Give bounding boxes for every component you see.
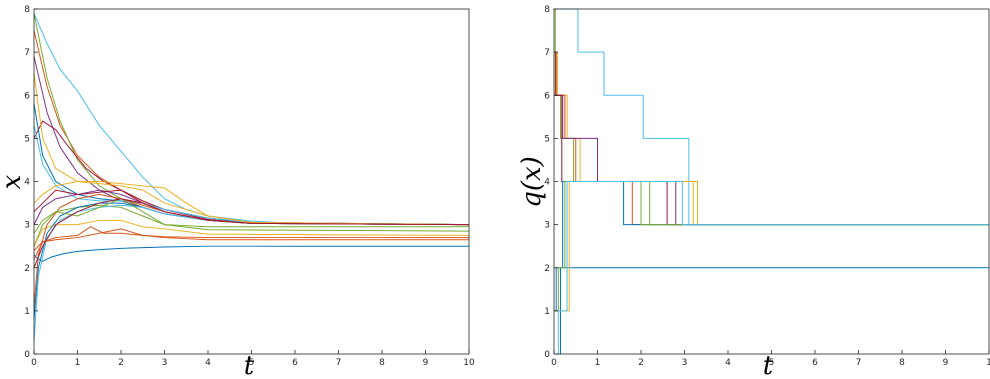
left-x-tick-label: 4 <box>205 358 211 368</box>
right-series-line-9 <box>554 181 989 312</box>
right-series-group <box>554 8 989 355</box>
right-series-line-10 <box>554 181 989 312</box>
right-x-ticks: 0 1 2 3 4 5 6 7 8 9 1 <box>551 350 990 368</box>
left-series-line-2 <box>33 13 470 226</box>
chart-left-x-vs-t: 0 1 2 3 4 5 6 7 8 9 10 0 1 2 3 4 5 6 7 8 t x <box>0 5 475 379</box>
left-series-line-19 <box>33 198 469 234</box>
left-series-line-7 <box>33 73 470 226</box>
right-x-tick-label: 8 <box>899 358 905 368</box>
left-x-tick-label: 2 <box>118 358 124 368</box>
right-series-line-2 <box>554 8 989 226</box>
left-y-tick-label: 6 <box>24 91 30 101</box>
left-x-tick-label: 8 <box>379 358 385 368</box>
right-y-tick-label: 0 <box>544 350 550 360</box>
left-x-axis-label: t <box>244 351 255 379</box>
right-x-tick-label: 0 <box>551 358 557 368</box>
right-series-line-11 <box>554 181 989 355</box>
left-series-line-16 <box>33 204 470 342</box>
left-x-tick-label: 5 <box>249 358 255 368</box>
right-x-axis-label: t <box>763 351 774 379</box>
right-series-line-8 <box>554 181 989 312</box>
right-y-tick-label: 2 <box>544 264 550 274</box>
right-series-line-1 <box>554 267 989 355</box>
left-x-tick-label: 10 <box>463 358 475 368</box>
right-y-axis-label: q(x) <box>517 156 547 208</box>
left-y-tick-label: 8 <box>24 5 30 15</box>
left-series-line-17 <box>33 193 470 307</box>
left-series-line-9 <box>33 125 470 226</box>
left-y-tick-label: 1 <box>24 307 30 317</box>
left-x-tick-label: 3 <box>162 358 168 368</box>
left-series-line-21 <box>33 226 469 251</box>
right-x-tick-label: 4 <box>725 358 731 368</box>
left-series-group <box>33 13 470 342</box>
left-series-line-3 <box>33 30 470 226</box>
right-y-tick-label: 7 <box>544 48 550 58</box>
right-y-tick-label: 1 <box>544 307 550 317</box>
right-x-tick-label: 1 <box>986 358 990 368</box>
right-x-tick-label: 2 <box>638 358 644 368</box>
right-x-tick-label: 3 <box>682 358 688 368</box>
right-y-tick-label: 4 <box>544 178 550 188</box>
right-series-line-7 <box>554 51 989 226</box>
left-y-tick-label: 3 <box>24 221 30 231</box>
right-x-tick-label: 5 <box>769 358 775 368</box>
left-y-axis-label: x <box>0 174 27 189</box>
left-y-ticks: 0 1 2 3 4 5 6 7 8 <box>24 5 38 360</box>
left-x-tick-label: 1 <box>75 358 81 368</box>
right-series-line-3 <box>554 51 989 226</box>
left-series-line-8 <box>33 103 470 226</box>
right-x-tick-label: 9 <box>943 358 949 368</box>
left-y-tick-label: 4 <box>24 178 30 188</box>
right-y-tick-label: 6 <box>544 91 550 101</box>
right-y-ticks: 0 1 2 3 4 5 6 7 8 <box>544 5 558 360</box>
left-y-tick-label: 7 <box>24 48 30 58</box>
left-series-line-1 <box>33 245 469 262</box>
left-x-tick-label: 0 <box>31 358 37 368</box>
left-x-tick-label: 6 <box>292 358 298 368</box>
left-series-line-5 <box>33 56 470 226</box>
right-series-line-4 <box>554 51 989 226</box>
right-y-tick-label: 3 <box>544 221 550 231</box>
left-y-tick-label: 5 <box>24 134 30 144</box>
right-y-tick-label: 8 <box>544 5 550 15</box>
left-series-line-14 <box>33 219 470 247</box>
left-series-line-6 <box>33 120 470 226</box>
right-y-tick-label: 5 <box>544 134 550 144</box>
left-series-line-18 <box>33 181 470 226</box>
left-series-line-4 <box>33 13 470 226</box>
left-x-tick-label: 7 <box>336 358 342 368</box>
left-series-line-20 <box>33 198 470 268</box>
left-y-tick-label: 2 <box>24 264 30 274</box>
left-y-tick-label: 0 <box>24 350 30 360</box>
right-x-tick-label: 1 <box>595 358 601 368</box>
right-x-tick-label: 7 <box>856 358 862 368</box>
left-x-tick-label: 9 <box>423 358 429 368</box>
right-x-tick-label: 6 <box>812 358 818 368</box>
right-series-line-5 <box>554 8 989 226</box>
chart-right-q-vs-t: 0 1 2 3 4 5 6 7 8 9 1 0 1 2 3 4 5 6 7 8 t q(x) <box>517 5 990 379</box>
left-series-line-10 <box>33 228 469 260</box>
right-series-line-6 <box>554 94 989 226</box>
left-x-ticks: 0 1 2 3 4 5 6 7 8 9 10 <box>31 350 475 368</box>
